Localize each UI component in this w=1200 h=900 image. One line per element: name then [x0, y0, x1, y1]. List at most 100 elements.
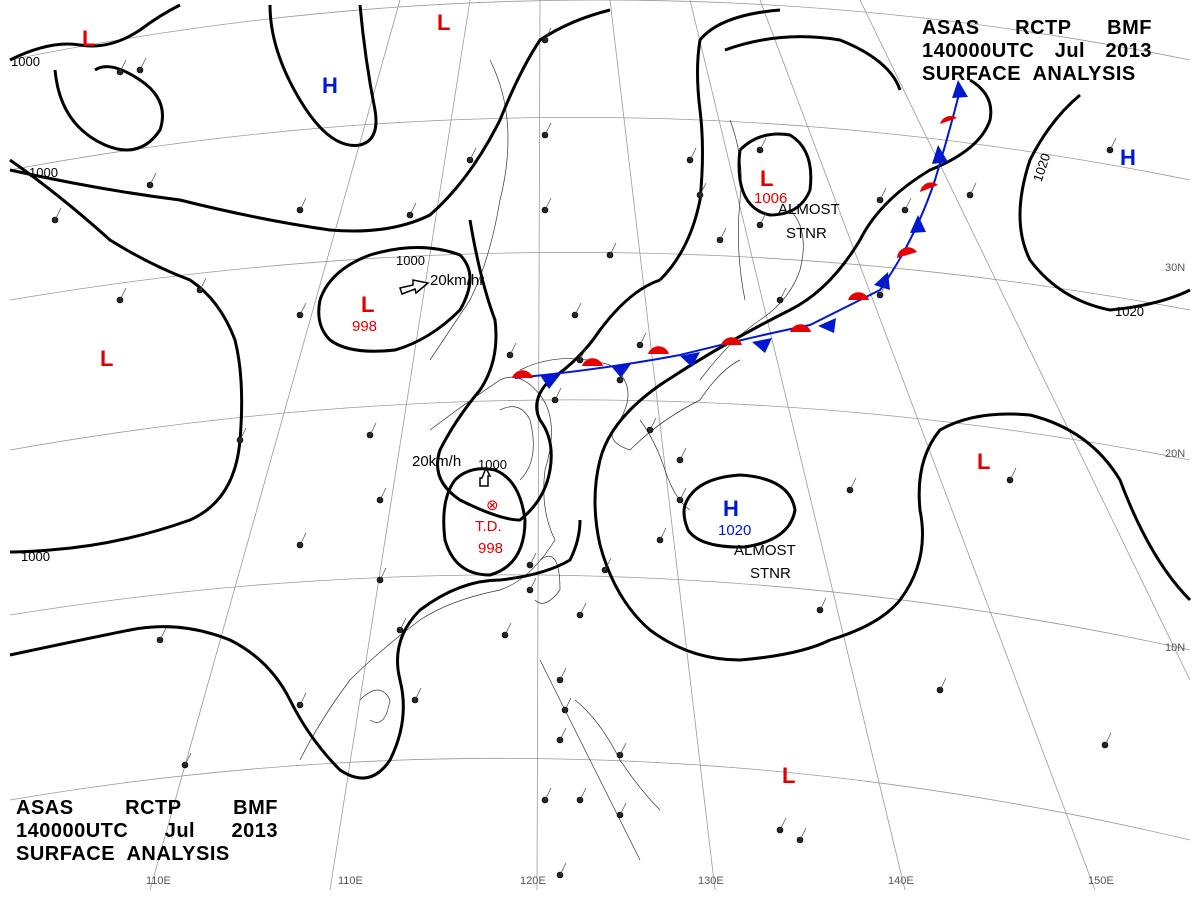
isobars	[9, 3, 1192, 780]
wind-barb	[119, 59, 127, 73]
header-time: 140000UTC	[16, 820, 129, 842]
header-agency: ASAS	[922, 17, 980, 39]
wind-barb	[609, 242, 617, 256]
header-title: SURFACE ANALYSIS	[16, 843, 230, 865]
wind-barb	[559, 862, 567, 876]
motion-arrow-icon	[399, 279, 430, 295]
longitude-grid	[149, 0, 1191, 891]
wind-barb	[619, 367, 627, 381]
longitude-label: 150E	[1088, 875, 1114, 887]
wind-barb	[119, 287, 127, 301]
wind-barb	[299, 197, 307, 211]
tropical-depression: ⊗ T.D. 998	[475, 497, 503, 557]
wind-barb	[414, 687, 422, 701]
tropical-depression-icon: ⊗	[486, 497, 499, 514]
longitude-label: 120E	[520, 875, 546, 887]
header-month: Jul	[164, 820, 196, 842]
motion-label: 20km/h	[412, 453, 461, 470]
isobar-label: 1000	[478, 457, 507, 472]
motion-label: 20km/hr	[430, 272, 484, 289]
low-center-2: L	[437, 10, 450, 35]
wind-barb	[149, 172, 157, 186]
wind-barb	[369, 422, 377, 436]
wind-barb	[619, 742, 627, 756]
wind-barb	[649, 417, 657, 431]
wind-barb	[689, 147, 697, 161]
header-code: BMF	[233, 797, 278, 819]
high-center-2: H	[1120, 145, 1136, 170]
wind-barb	[509, 342, 517, 356]
wind-barb	[779, 287, 787, 301]
wind-barb	[879, 187, 887, 201]
wind-barb	[544, 197, 552, 211]
low-center-3: L	[361, 292, 374, 317]
isobar-label: 1000	[29, 165, 58, 180]
wind-barb	[199, 277, 207, 291]
wind-barb	[1104, 732, 1112, 746]
wind-barb	[544, 122, 552, 136]
wind-barb	[574, 302, 582, 316]
high-pressure-value: 1020	[718, 522, 751, 539]
wind-barb	[544, 27, 552, 41]
wind-barb	[719, 227, 727, 241]
wind-barb	[409, 202, 417, 216]
high-center-1: H	[322, 73, 338, 98]
header-title: SURFACE ANALYSIS	[922, 63, 1136, 85]
isobar-label: 1020	[1115, 304, 1144, 319]
annotations: 20km/hr 20km/h ALMOST STNR ALMOST STNR	[412, 201, 840, 582]
wind-barb	[554, 387, 562, 401]
wind-barb	[1109, 137, 1117, 151]
wind-barb	[299, 302, 307, 316]
header-time: 140000UTC	[922, 40, 1035, 62]
wind-barb	[779, 817, 787, 831]
wind-barb	[969, 182, 977, 196]
low-center-7: L	[782, 763, 795, 788]
map-header-bottom-left: ASAS RCTP BMF 140000UTC Jul 2013 SURFACE ANA…	[16, 797, 278, 866]
wind-barb	[544, 787, 552, 801]
low-pressure-value: 1006	[754, 190, 787, 207]
tropical-depression-label: T.D.	[475, 518, 502, 535]
header-station: RCTP	[1015, 17, 1072, 39]
high-center-3: H	[723, 496, 739, 521]
wind-barb	[939, 677, 947, 691]
wind-barb	[379, 487, 387, 501]
stationary-front	[512, 80, 968, 389]
wind-barb	[579, 602, 587, 616]
wind-barb	[819, 597, 827, 611]
latitude-label: 10N	[1165, 642, 1185, 654]
header-month: Jul	[1054, 40, 1086, 62]
latitude-label: 20N	[1165, 448, 1185, 460]
isobar-labels: 1000 1000 1000 1000 1000 1020 1020	[11, 54, 1144, 564]
latitude-grid	[9, 0, 1191, 841]
wind-barb	[54, 207, 62, 221]
tropical-depression-value: 998	[478, 540, 503, 557]
wind-barb	[239, 427, 247, 441]
longitude-label: 110E	[338, 875, 363, 887]
header-code: BMF	[1107, 17, 1152, 39]
low-center-5: L	[760, 166, 773, 191]
low-center-4: L	[100, 346, 113, 371]
wind-barb	[759, 212, 767, 226]
wind-barb	[699, 182, 707, 196]
grid-labels: 110E 110E 120E 130E 140E 150E 30N 20N 10…	[146, 262, 1185, 887]
wind-barb	[559, 727, 567, 741]
wind-barb	[299, 692, 307, 706]
wind-barb	[469, 147, 477, 161]
isobar-label: 1000	[396, 253, 425, 268]
stnr-label: ALMOST	[778, 201, 840, 218]
header-year: 2013	[1105, 40, 1152, 62]
wind-barb	[604, 557, 612, 571]
wind-barb	[559, 667, 567, 681]
low-pressure-value: 998	[352, 318, 377, 335]
wind-barb	[379, 567, 387, 581]
station-plots	[51, 27, 1117, 879]
longitude-label: 140E	[888, 875, 914, 887]
longitude-label: 110E	[146, 875, 171, 887]
motion-arrow-icon	[479, 466, 492, 487]
stnr-label: STNR	[786, 225, 827, 242]
header-station: RCTP	[125, 797, 182, 819]
wind-barb	[904, 197, 912, 211]
wind-barb	[679, 447, 687, 461]
wind-barb	[659, 527, 667, 541]
